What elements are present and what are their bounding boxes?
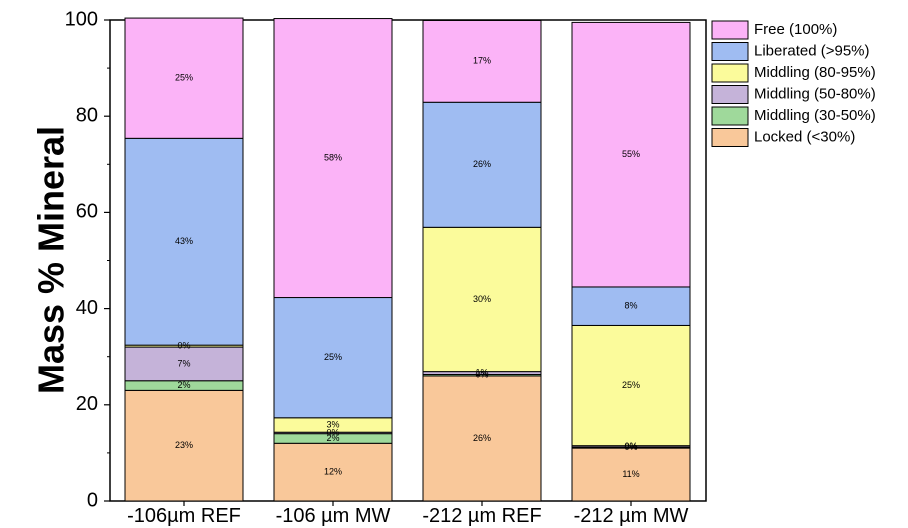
y-axis-title: Mass % Mineral bbox=[31, 126, 72, 394]
bar-segment bbox=[124, 137, 244, 346]
segment-value-label: 1% bbox=[475, 367, 488, 377]
segment-value-label: 55% bbox=[622, 149, 640, 159]
segment-value-label: 25% bbox=[175, 73, 193, 83]
x-tick-label: -212 µm REF bbox=[422, 505, 541, 527]
bar-segment bbox=[422, 226, 542, 373]
segment-labels-group: 23%2%7%0%43%25%12%2%0%3%25%58%26%0%1%30%… bbox=[175, 56, 640, 479]
segment-value-label: 0% bbox=[624, 442, 637, 452]
x-axis: -106µm REF -106 µm MW -212 µm REF -212 µm M… bbox=[127, 501, 689, 527]
segment-value-label: 43% bbox=[175, 236, 193, 246]
y-tick-label: 100 bbox=[65, 8, 98, 30]
segment-value-label: 23% bbox=[175, 440, 193, 450]
legend-swatch bbox=[711, 106, 749, 126]
segment-value-label: 12% bbox=[324, 467, 342, 477]
bar-segment bbox=[422, 375, 542, 502]
bars-group bbox=[124, 17, 691, 502]
bar-segment bbox=[571, 21, 691, 288]
x-tick-label: -106 µm MW bbox=[276, 505, 391, 527]
segment-value-label: 0% bbox=[624, 441, 637, 451]
legend-label: Free (100%) bbox=[754, 21, 837, 38]
bar-segment bbox=[422, 101, 542, 228]
segment-value-label: 0% bbox=[475, 370, 488, 380]
y-tick-label: 20 bbox=[76, 393, 98, 415]
x-tick-label: -212 µm MW bbox=[574, 505, 689, 527]
segment-value-label: 26% bbox=[473, 159, 491, 169]
legend-label: Locked (<30%) bbox=[754, 128, 855, 145]
bar-segment bbox=[571, 447, 691, 502]
segment-value-label: 7% bbox=[177, 358, 190, 368]
bar-segment bbox=[124, 17, 244, 139]
segment-value-label: 2% bbox=[177, 380, 190, 390]
segment-value-label: 2% bbox=[326, 433, 339, 443]
y-tick-label: 0 bbox=[87, 489, 98, 511]
legend-swatch bbox=[711, 128, 749, 147]
y-tick-label: 80 bbox=[76, 104, 98, 126]
segment-value-label: 11% bbox=[622, 469, 639, 479]
legend-swatch bbox=[711, 63, 749, 83]
segment-value-label: 0% bbox=[326, 427, 339, 437]
segment-value-label: 58% bbox=[324, 152, 342, 162]
y-tick-label: 60 bbox=[76, 201, 98, 223]
bar-segment bbox=[273, 18, 393, 299]
legend-label: Middling (80-95%) bbox=[754, 64, 876, 81]
segment-value-label: 3% bbox=[326, 419, 339, 429]
segment-value-label: 8% bbox=[624, 301, 637, 311]
segment-value-label: 26% bbox=[473, 433, 491, 443]
y-axis: 0 20 40 60 80 100 bbox=[65, 8, 110, 511]
segment-value-label: 30% bbox=[473, 294, 491, 304]
segment-value-label: 25% bbox=[622, 380, 640, 390]
legend-label: Middling (50-80%) bbox=[754, 85, 876, 102]
legend-swatch bbox=[711, 42, 749, 61]
bar-segment bbox=[422, 19, 542, 103]
segment-value-label: 17% bbox=[473, 56, 491, 66]
segment-value-label: 0% bbox=[177, 340, 190, 350]
legend-label: Liberated (>95%) bbox=[754, 42, 870, 59]
legend-swatch bbox=[711, 20, 749, 40]
y-tick-label: 40 bbox=[76, 297, 98, 319]
legend-label: Middling (30-50%) bbox=[754, 107, 876, 124]
x-tick-label: -106µm REF bbox=[127, 505, 241, 527]
bar-segment bbox=[571, 286, 691, 326]
segment-value-label: 25% bbox=[324, 352, 342, 362]
bar-segment bbox=[571, 324, 691, 447]
legend-swatch bbox=[711, 85, 749, 104]
bar-segment bbox=[273, 297, 393, 419]
legend: Free (100%) Liberated (>95%) Middling (80-… bbox=[711, 20, 876, 147]
